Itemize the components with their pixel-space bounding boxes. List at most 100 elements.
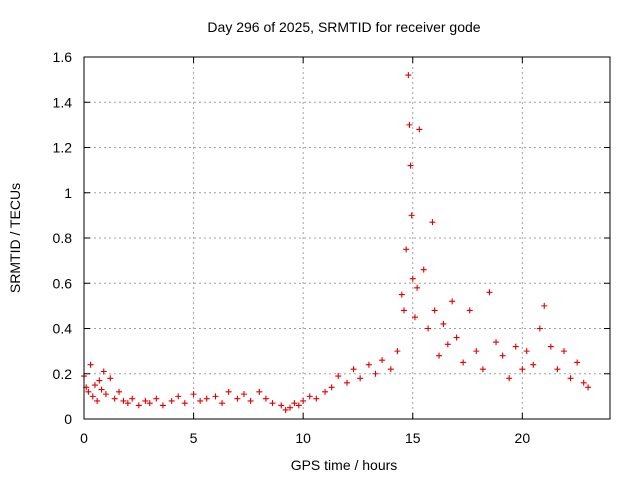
data-point xyxy=(85,388,92,395)
data-point xyxy=(153,395,160,402)
axis-ticks: 0 0.2 0.4 0.6 0.8 1 1.2 1.4 1.6 0 5 10 15 20 xyxy=(53,49,610,446)
data-point xyxy=(473,348,480,355)
data-point xyxy=(407,162,414,169)
data-point xyxy=(536,325,543,332)
data-point xyxy=(94,397,101,404)
data-point xyxy=(512,343,519,350)
data-point xyxy=(306,393,313,400)
data-point xyxy=(560,348,567,355)
y-tick-label: 0.2 xyxy=(53,366,73,382)
data-point xyxy=(547,343,554,350)
data-point xyxy=(129,395,136,402)
data-point xyxy=(444,341,451,348)
data-point xyxy=(100,368,107,375)
data-point xyxy=(486,289,493,296)
data-point xyxy=(116,388,123,395)
data-point xyxy=(372,370,379,377)
data-point xyxy=(328,384,335,391)
data-point xyxy=(247,397,254,404)
data-point xyxy=(181,400,188,407)
data-point xyxy=(580,379,587,386)
data-point xyxy=(379,357,386,364)
data-point xyxy=(460,359,467,366)
y-tick-label: 1.4 xyxy=(53,94,73,110)
data-point xyxy=(350,366,357,373)
data-point xyxy=(197,397,204,404)
data-point xyxy=(519,366,526,373)
x-tick-label: 0 xyxy=(80,430,88,446)
data-point xyxy=(291,400,298,407)
data-point xyxy=(102,391,109,398)
data-point xyxy=(175,393,182,400)
data-point xyxy=(190,391,197,398)
data-point xyxy=(541,302,548,309)
data-point xyxy=(135,402,142,409)
x-tick-label: 5 xyxy=(190,430,198,446)
data-point xyxy=(344,379,350,386)
data-point xyxy=(408,212,415,219)
data-point xyxy=(142,397,149,404)
data-point xyxy=(387,366,394,373)
data-point xyxy=(256,388,263,395)
data-point xyxy=(203,395,210,402)
data-point xyxy=(262,395,269,402)
grid xyxy=(84,57,610,419)
data-point xyxy=(406,121,413,128)
data-point xyxy=(411,314,418,321)
data-point xyxy=(400,307,407,314)
x-tick-label: 15 xyxy=(405,430,421,446)
data-point xyxy=(453,334,460,341)
data-point xyxy=(425,325,432,332)
y-tick-label: 1.2 xyxy=(53,140,73,156)
data-point xyxy=(120,397,127,404)
data-point xyxy=(567,375,574,382)
x-tick-label: 20 xyxy=(515,430,531,446)
data-point xyxy=(107,375,114,382)
data-point xyxy=(409,275,416,282)
data-point xyxy=(168,397,175,404)
x-axis-label: GPS time / hours xyxy=(291,457,398,473)
y-tick-label: 1 xyxy=(64,185,72,201)
data-point xyxy=(394,348,401,355)
data-point xyxy=(479,366,486,373)
data-point xyxy=(466,307,473,314)
data-point xyxy=(124,400,131,407)
data-point xyxy=(89,393,96,400)
data-point xyxy=(313,395,320,402)
data-point xyxy=(295,402,302,409)
y-tick-label: 0.4 xyxy=(53,321,73,337)
data-point xyxy=(499,352,506,359)
data-point xyxy=(225,388,232,395)
data-markers xyxy=(81,72,592,413)
data-point xyxy=(278,402,285,409)
data-point xyxy=(87,361,94,368)
data-point xyxy=(523,348,530,355)
data-point xyxy=(431,307,438,314)
data-point xyxy=(403,246,410,253)
y-tick-label: 0.6 xyxy=(53,275,73,291)
data-point xyxy=(91,382,98,389)
data-point xyxy=(440,320,447,327)
y-tick-label: 0.8 xyxy=(53,230,73,246)
chart-title: Day 296 of 2025, SRMTID for receiver god… xyxy=(207,19,480,35)
data-point xyxy=(414,284,421,291)
y-tick-label: 0 xyxy=(64,411,72,427)
data-point xyxy=(287,404,294,411)
data-point xyxy=(420,266,427,273)
y-axis-label: SRMTID / TECUs xyxy=(7,183,23,293)
y-tick-label: 1.6 xyxy=(53,49,73,65)
data-point xyxy=(449,298,456,305)
data-point xyxy=(574,359,581,366)
data-point xyxy=(234,395,241,402)
data-point xyxy=(240,391,247,398)
data-point xyxy=(300,397,307,404)
data-point xyxy=(282,406,289,413)
data-point xyxy=(335,373,342,380)
data-point xyxy=(398,291,405,298)
data-point xyxy=(357,375,364,382)
data-point xyxy=(416,126,423,133)
data-point xyxy=(212,393,219,400)
data-point xyxy=(429,219,436,226)
data-point xyxy=(554,366,561,373)
data-point xyxy=(96,377,103,384)
